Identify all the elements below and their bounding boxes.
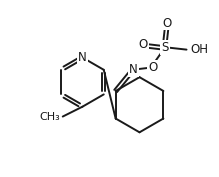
Text: S: S (161, 41, 169, 54)
Text: CH₃: CH₃ (39, 112, 60, 122)
Text: O: O (139, 38, 148, 51)
Text: O: O (148, 61, 158, 74)
Text: N: N (129, 63, 138, 76)
Text: O: O (162, 16, 171, 30)
Text: OH: OH (191, 43, 208, 56)
Text: N: N (78, 51, 87, 64)
